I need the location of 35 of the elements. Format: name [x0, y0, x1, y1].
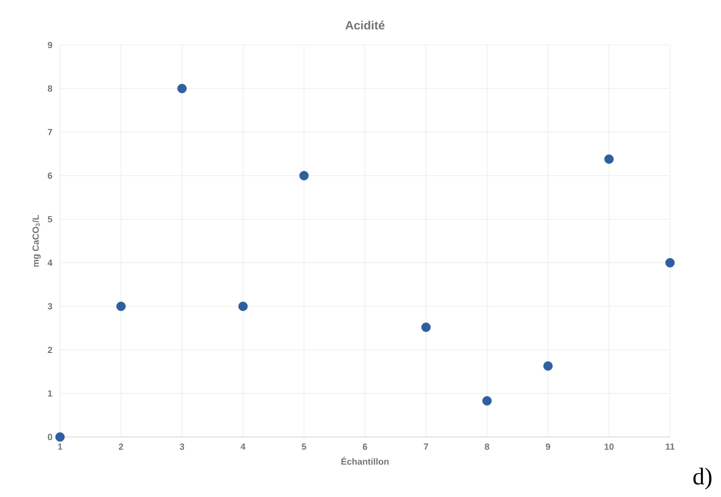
chart-title: Acidité — [345, 20, 385, 30]
text: d) — [693, 468, 712, 490]
point — [55, 432, 65, 442]
point — [543, 361, 553, 371]
x-tick-label: 5 — [302, 444, 306, 450]
x-tick-label: 3 — [180, 444, 184, 450]
y-tick-label: 7 — [48, 129, 52, 136]
y-tick-label: 6 — [48, 172, 52, 179]
x-axis-title: Échantillon — [341, 456, 389, 465]
x-tick-label: 1 — [58, 444, 62, 450]
point — [116, 302, 126, 312]
point — [604, 154, 614, 164]
x-tick-label: 7 — [424, 444, 428, 450]
y-tick-label: 4 — [48, 260, 52, 266]
y-axis-title: mg CaCO$_{3}$/L — [32, 214, 41, 267]
x-tick-label: 11 — [666, 444, 674, 450]
point — [177, 84, 187, 94]
y-tick-label: 0 — [48, 434, 52, 440]
x-tick-label: 2 — [118, 444, 124, 450]
y-tick-label: 1 — [48, 390, 52, 397]
x-tick-label: 4 — [240, 444, 246, 450]
point — [299, 170, 309, 180]
x-tick-label: 8 — [484, 444, 490, 450]
x-tick-label: 9 — [546, 444, 550, 450]
point — [238, 302, 248, 312]
y-tick-label: 5 — [48, 216, 52, 222]
y-tick-label: 2 — [48, 346, 52, 354]
point — [482, 396, 492, 406]
y-tick-label: 8 — [48, 85, 52, 92]
y-tick-label: 9 — [48, 42, 52, 48]
x-tick-label: 10 — [604, 444, 614, 450]
point — [421, 322, 431, 332]
x-tick-label: 6 — [362, 444, 368, 450]
point — [665, 258, 675, 268]
y-tick-label: 3 — [48, 303, 52, 310]
